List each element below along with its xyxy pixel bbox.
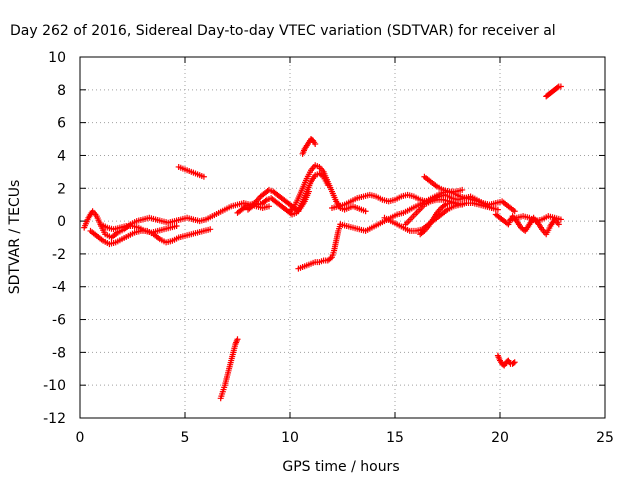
data-series-arc-8 [287, 162, 369, 215]
y-tick-label: -4 [52, 280, 66, 296]
data-series-arc-16 [417, 200, 461, 238]
x-tick-label: 25 [596, 430, 614, 446]
data-series-arc-3 [98, 221, 180, 236]
data-point [554, 84, 561, 91]
data-point [324, 181, 331, 188]
data-series-arc-5 [217, 336, 241, 402]
data-point [266, 203, 272, 210]
y-tick-label: 0 [57, 214, 66, 230]
data-series-arc-2 [87, 226, 214, 248]
data-point [510, 360, 517, 367]
data-point [207, 226, 214, 233]
y-tick-label: 8 [57, 83, 66, 99]
y-tick-label: -10 [43, 378, 66, 394]
data-point [494, 206, 501, 213]
x-tick-label: 5 [181, 430, 190, 446]
data-series-arc-20 [494, 352, 518, 369]
y-tick-label: -8 [52, 345, 66, 361]
data-point [234, 336, 241, 343]
data-point [488, 204, 495, 211]
data-point [455, 201, 461, 208]
data-series-arc-10 [299, 136, 319, 157]
data-series-arc-9 [295, 170, 331, 213]
x-axis-label: GPS time / hours [282, 459, 399, 475]
data-point [557, 83, 564, 90]
data-point [312, 140, 319, 147]
y-tick-label: -6 [52, 313, 66, 329]
data-point [511, 208, 518, 215]
data-series-arc-21 [543, 83, 564, 100]
x-tick-label: 20 [491, 430, 509, 446]
data-series-arc-14 [381, 200, 495, 234]
chart-title: Day 262 of 2016, Sidereal Day-to-day VTE… [10, 23, 556, 39]
data-series-arc-7 [245, 186, 302, 215]
data-point [362, 208, 369, 215]
x-tick-label: 15 [386, 430, 404, 446]
label-layer: 0 5 10 15 20 25 -12 -10 -8 -6 -4 -2 0 2 4 6 8 10 [43, 50, 614, 446]
data-series-arc-19 [507, 213, 564, 225]
plot-frame [79, 56, 606, 419]
x-tick-label: 0 [76, 430, 85, 446]
data-point [459, 186, 466, 193]
y-tick-label: 10 [48, 50, 66, 66]
y-tick-label: 2 [57, 181, 66, 197]
y-axis-label: SDTVAR / TECUs [7, 180, 23, 295]
data-layer [81, 83, 564, 402]
y-tick-label: 6 [57, 116, 66, 132]
y-tick-label: -2 [52, 247, 66, 263]
data-series-arc-17 [421, 173, 466, 195]
data-point [173, 223, 180, 230]
data-point [511, 359, 518, 366]
data-series-arc-4 [175, 163, 207, 180]
y-tick-label: -12 [43, 411, 66, 427]
data-point [555, 221, 562, 228]
data-point [557, 216, 564, 223]
data-point [200, 173, 207, 180]
x-tick-label: 10 [281, 430, 299, 446]
data-series-arc-11 [295, 221, 344, 272]
y-tick-label: 4 [57, 148, 66, 164]
